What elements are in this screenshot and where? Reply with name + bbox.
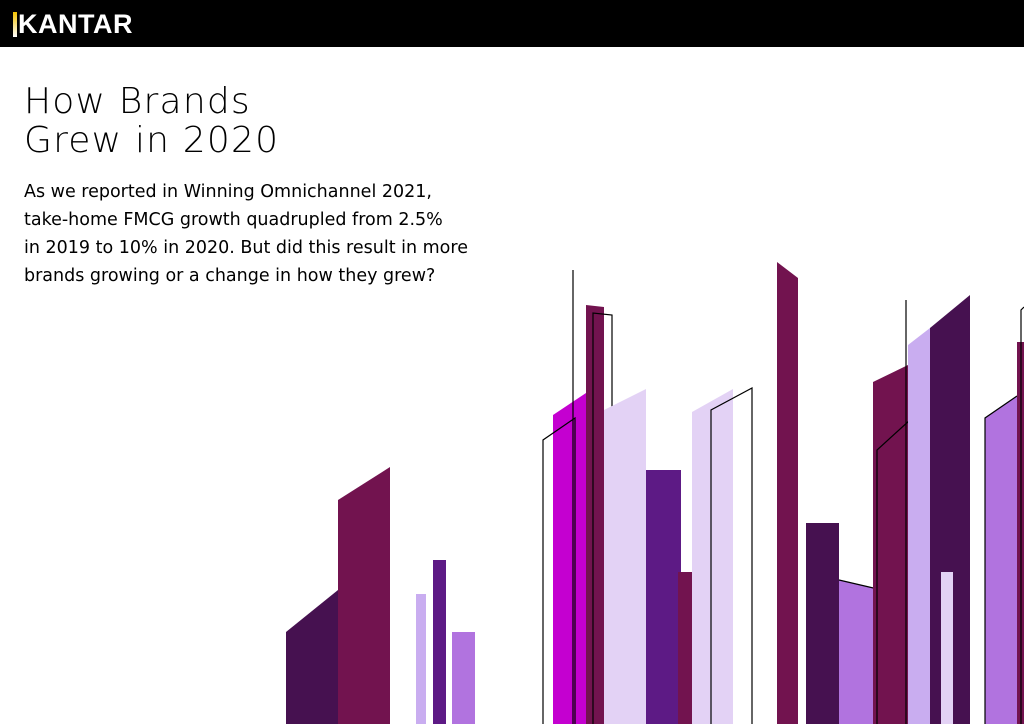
decor-outline	[542, 416, 576, 724]
decor-bar	[985, 396, 1017, 724]
logo-text: KANTAR	[18, 8, 133, 39]
decor-bar	[930, 295, 970, 724]
decor-bar	[586, 305, 604, 724]
decor-outline	[1020, 306, 1024, 724]
header-bar: KANTAR	[0, 0, 1024, 47]
decor-bar	[646, 470, 681, 724]
intro-line: As we reported in Winning Omnichannel 20…	[24, 182, 432, 202]
decor-bar	[941, 572, 953, 724]
intro-line: in 2019 to 10% in 2020. But did this res…	[24, 238, 468, 258]
decor-bar	[286, 590, 338, 724]
decor-bar	[806, 523, 839, 724]
title-line: Grew in 2020	[24, 120, 280, 161]
decor-bar	[433, 560, 446, 724]
page-title: How Brands Grew in 2020	[24, 82, 424, 160]
decor-bar	[873, 365, 908, 724]
decor-bar	[416, 594, 426, 724]
logo-accent-icon	[13, 11, 17, 37]
title-line: How Brands	[24, 81, 251, 122]
decor-bar	[604, 389, 646, 724]
decor-bar	[839, 580, 882, 724]
kantar-logo[interactable]: KANTAR	[13, 8, 133, 40]
decor-bar	[452, 632, 475, 724]
decor-bar	[692, 389, 733, 724]
decor-bar	[553, 393, 586, 724]
intro-line: take-home FMCG growth quadrupled from 2.…	[24, 210, 443, 230]
decor-bar	[678, 572, 692, 724]
intro-line: brands growing or a change in how they g…	[24, 266, 436, 286]
decor-outline	[984, 395, 1018, 724]
decor-bar	[777, 262, 798, 724]
decor-outline	[710, 386, 753, 724]
intro-paragraph: As we reported in Winning Omnichannel 20…	[24, 178, 494, 290]
decor-bar	[908, 328, 930, 724]
decor-bar	[338, 467, 390, 724]
